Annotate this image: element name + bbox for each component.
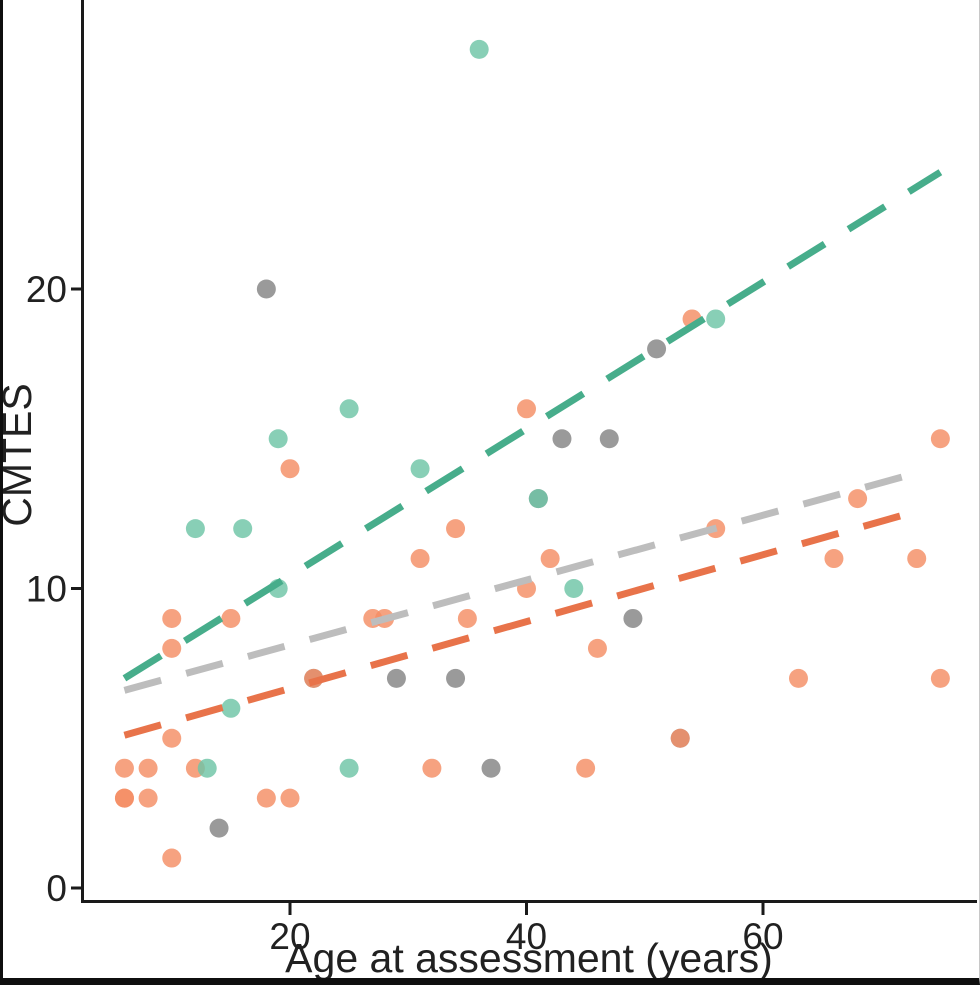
orange-group-data-point [824, 549, 844, 569]
gray-group-data-point [481, 758, 501, 778]
teal-group-data-point [268, 429, 288, 449]
teal-group-data-point [410, 459, 430, 479]
gray-group-data-point [256, 279, 276, 299]
teal-trend-line [122, 169, 943, 682]
orange-group-data-point [848, 489, 868, 509]
points-layer [114, 39, 950, 868]
teal-group-data-point [233, 519, 253, 539]
orange-group-data-point [114, 788, 134, 808]
orange-group-data-point [280, 459, 300, 479]
y-tick-label: 10 [26, 569, 67, 610]
x-axis-title: Age at assessment (years) [285, 935, 773, 978]
orange-group-data-point [788, 668, 808, 688]
orange-group-data-point [930, 668, 950, 688]
teal-group-data-point [197, 758, 217, 778]
orange-group-data-point [587, 638, 607, 658]
x-tick-label: 60 [742, 916, 783, 957]
orange-group-data-point [221, 608, 241, 628]
x-tick-label: 40 [506, 916, 547, 957]
orange-group-data-point [162, 638, 182, 658]
orange-group-data-point [162, 728, 182, 748]
gray-group-data-point [599, 429, 619, 449]
trend-lines-layer [122, 169, 943, 739]
teal-group-data-point [564, 579, 584, 598]
teal-group-data-point [185, 519, 205, 539]
orange-group-data-point [517, 399, 536, 419]
orange-group-data-point [162, 608, 182, 628]
orange-group-data-point [256, 788, 276, 808]
orange-group-data-point [422, 758, 442, 778]
ticks-layer: 0 10 20 20 40 60 [26, 269, 784, 957]
orange-group-data-point [114, 758, 134, 778]
orange-group-data-point [138, 758, 158, 778]
orange-group-data-point [162, 848, 182, 868]
y-axis-title: CMTES [3, 383, 40, 527]
orange-group-data-point [540, 549, 560, 569]
cmtes-scatter-plot: 0 10 20 20 40 60 Age at assessment (years) CM… [3, 0, 977, 978]
orange-group-data-point [446, 519, 466, 539]
teal-group-data-point [528, 489, 548, 509]
gray-group-data-point [552, 429, 572, 449]
gray-trend-line [123, 471, 912, 694]
x-tick-label: 20 [269, 916, 310, 957]
orange-group-data-point [457, 608, 477, 628]
orange-group-data-point [907, 549, 927, 569]
teal-group-data-point [339, 758, 359, 778]
orange-group-data-point [280, 788, 300, 808]
gray-group-data-point [623, 608, 643, 628]
teal-group-data-point [469, 39, 489, 59]
gray-group-data-point [386, 668, 406, 688]
orange-group-data-point [576, 758, 596, 778]
orange-trend-line [123, 510, 910, 739]
gray-group-data-point [647, 339, 667, 359]
orange-group-data-point [670, 728, 690, 748]
orange-group-data-point [410, 549, 430, 569]
y-tick-label: 20 [26, 269, 67, 310]
gray-group-data-point [209, 818, 229, 838]
orange-group-data-point [138, 788, 158, 808]
gray-group-data-point [446, 668, 466, 688]
teal-group-data-point [339, 399, 359, 419]
y-tick-label: 0 [46, 868, 67, 909]
teal-group-data-point [706, 309, 726, 329]
teal-group-data-point [221, 698, 241, 718]
orange-group-data-point [930, 429, 950, 449]
